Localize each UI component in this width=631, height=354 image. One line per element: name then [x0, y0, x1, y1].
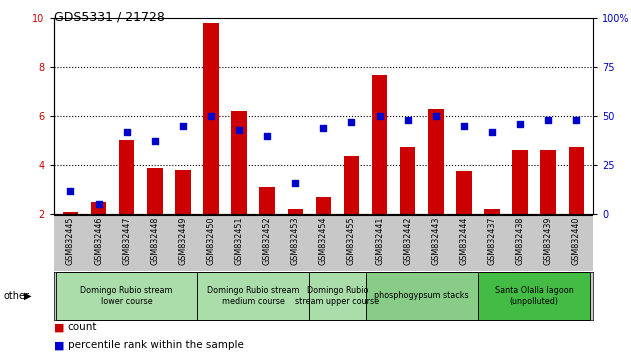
Text: GSM832437: GSM832437 — [488, 217, 497, 265]
Text: ■: ■ — [54, 340, 64, 350]
Bar — [428, 109, 444, 214]
Text: Domingo Rubio stream
lower course: Domingo Rubio stream lower course — [80, 286, 173, 306]
Point — [375, 113, 385, 119]
Text: GSM832449: GSM832449 — [179, 217, 187, 265]
Bar — [372, 75, 387, 214]
Text: GSM832446: GSM832446 — [94, 217, 103, 265]
Point — [487, 129, 497, 135]
Point — [234, 127, 244, 132]
Text: Santa Olalla lagoon
(unpolluted): Santa Olalla lagoon (unpolluted) — [495, 286, 574, 306]
Text: GSM832445: GSM832445 — [66, 217, 75, 265]
Text: GSM832454: GSM832454 — [319, 217, 328, 265]
Text: GSM832440: GSM832440 — [572, 217, 581, 265]
Bar — [478, 272, 591, 320]
Point — [150, 139, 160, 144]
Point — [571, 117, 581, 123]
Text: GSM832447: GSM832447 — [122, 217, 131, 265]
Text: GSM832443: GSM832443 — [431, 217, 440, 265]
Text: ▶: ▶ — [24, 291, 32, 301]
Point — [66, 188, 76, 193]
Text: GSM832450: GSM832450 — [206, 217, 216, 265]
Text: GSM832442: GSM832442 — [403, 217, 412, 265]
Point — [290, 180, 300, 185]
Point — [515, 121, 525, 127]
Text: GSM832455: GSM832455 — [347, 217, 356, 265]
Text: GSM832438: GSM832438 — [516, 217, 524, 265]
Text: GSM832448: GSM832448 — [150, 217, 159, 265]
Text: other: other — [3, 291, 29, 301]
Bar — [365, 272, 478, 320]
Bar — [569, 147, 584, 214]
Bar — [400, 147, 415, 214]
Point — [318, 125, 328, 131]
Point — [178, 123, 188, 129]
Bar — [541, 150, 556, 214]
Text: GDS5331 / 21728: GDS5331 / 21728 — [54, 11, 165, 24]
Point — [543, 117, 553, 123]
Text: GSM832451: GSM832451 — [235, 217, 244, 265]
Point — [431, 113, 441, 119]
Text: ■: ■ — [54, 322, 64, 332]
Bar — [197, 272, 309, 320]
Bar — [91, 202, 106, 214]
Text: Domingo Rubio stream
medium course: Domingo Rubio stream medium course — [207, 286, 299, 306]
Point — [262, 133, 272, 138]
Text: count: count — [68, 322, 97, 332]
Point — [459, 123, 469, 129]
Bar — [309, 272, 365, 320]
Text: GSM832453: GSM832453 — [291, 217, 300, 265]
Text: percentile rank within the sample: percentile rank within the sample — [68, 340, 244, 350]
Bar — [232, 111, 247, 214]
Text: GSM832441: GSM832441 — [375, 217, 384, 265]
Bar — [484, 209, 500, 214]
Bar — [62, 212, 78, 214]
Point — [206, 113, 216, 119]
Bar — [147, 167, 163, 214]
Bar — [175, 170, 191, 214]
Bar — [56, 272, 197, 320]
Bar — [512, 150, 528, 214]
Text: GSM832452: GSM832452 — [262, 217, 272, 265]
Bar — [203, 23, 219, 214]
Text: Domingo Rubio
stream upper course: Domingo Rubio stream upper course — [295, 286, 379, 306]
Bar — [119, 141, 134, 214]
Bar — [344, 156, 359, 214]
Point — [122, 129, 132, 135]
Point — [403, 117, 413, 123]
Text: GSM832439: GSM832439 — [544, 217, 553, 265]
Text: phosphogypsum stacks: phosphogypsum stacks — [374, 291, 469, 301]
Point — [93, 201, 103, 207]
Bar — [288, 209, 303, 214]
Point — [346, 119, 357, 125]
Bar — [259, 187, 275, 214]
Text: GSM832444: GSM832444 — [459, 217, 468, 265]
Bar — [456, 171, 471, 214]
Bar — [316, 197, 331, 214]
